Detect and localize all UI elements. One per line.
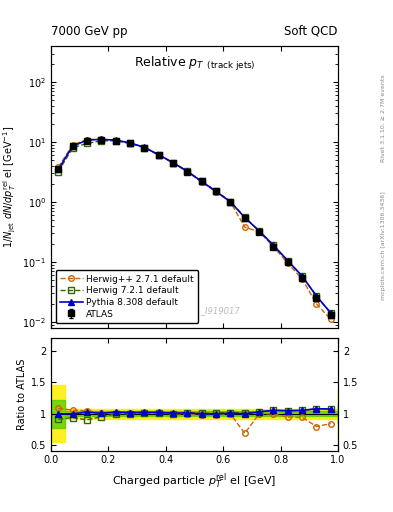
Herwig++ 2.7.1 default [314,301,319,307]
Pythia 8.308 default [314,293,319,299]
Herwig 7.2.1 default [257,228,261,234]
Pythia 8.308 default [214,188,219,195]
Y-axis label: $1/N_\mathrm{jet}\ dN/dp^\mathrm{rel}_T$ el $[\mathrm{GeV}^{-1}]$: $1/N_\mathrm{jet}\ dN/dp^\mathrm{rel}_T$… [2,126,18,248]
Pythia 8.308 default [257,228,261,234]
Herwig 7.2.1 default [128,140,132,146]
Herwig 7.2.1 default [271,242,276,248]
Herwig++ 2.7.1 default [142,144,147,151]
Pythia 8.308 default [242,215,247,221]
Pythia 8.308 default [228,199,233,205]
Herwig++ 2.7.1 default [300,276,305,282]
Herwig++ 2.7.1 default [156,152,161,158]
Herwig++ 2.7.1 default [113,138,118,144]
Herwig++ 2.7.1 default [70,142,75,148]
Pythia 8.308 default [84,137,89,143]
Pythia 8.308 default [185,168,190,175]
Herwig 7.2.1 default [185,168,190,175]
Herwig++ 2.7.1 default [242,224,247,230]
Pythia 8.308 default [285,258,290,264]
Herwig++ 2.7.1 default [214,189,219,195]
Legend: Herwig++ 2.7.1 default, Herwig 7.2.1 default, Pythia 8.308 default, ATLAS: Herwig++ 2.7.1 default, Herwig 7.2.1 def… [55,270,198,323]
Herwig 7.2.1 default [99,138,104,144]
Herwig++ 2.7.1 default [285,260,290,266]
Y-axis label: Ratio to ATLAS: Ratio to ATLAS [17,358,27,430]
Herwig 7.2.1 default [142,144,147,151]
Pythia 8.308 default [70,143,75,150]
Herwig++ 2.7.1 default [128,140,132,146]
Herwig++ 2.7.1 default [84,137,89,143]
Herwig++ 2.7.1 default [228,199,233,205]
Herwig++ 2.7.1 default [185,168,190,175]
Herwig++ 2.7.1 default [99,136,104,142]
Herwig 7.2.1 default [314,293,319,299]
Pythia 8.308 default [99,136,104,142]
Herwig++ 2.7.1 default [56,164,61,170]
Herwig++ 2.7.1 default [271,244,276,250]
Text: Soft QCD: Soft QCD [285,25,338,37]
X-axis label: Charged particle $p^\mathrm{rel}_T$ el [GeV]: Charged particle $p^\mathrm{rel}_T$ el [… [112,471,277,490]
Line: Herwig 7.2.1 default: Herwig 7.2.1 default [55,138,334,316]
Line: Herwig++ 2.7.1 default: Herwig++ 2.7.1 default [55,136,334,322]
Herwig++ 2.7.1 default [171,160,175,166]
Herwig 7.2.1 default [84,140,89,146]
Pythia 8.308 default [56,166,61,173]
Pythia 8.308 default [113,137,118,143]
Herwig 7.2.1 default [228,199,233,205]
Herwig 7.2.1 default [156,152,161,158]
Herwig++ 2.7.1 default [329,316,333,323]
Pythia 8.308 default [128,140,132,146]
Pythia 8.308 default [142,144,147,151]
Herwig++ 2.7.1 default [199,179,204,185]
Herwig 7.2.1 default [329,310,333,316]
Pythia 8.308 default [300,273,305,279]
Herwig 7.2.1 default [70,145,75,151]
Herwig 7.2.1 default [199,178,204,184]
Text: Relative $p_T$ $\mathregular{_{(track\ jets)}}$: Relative $p_T$ $\mathregular{_{(track\ j… [134,55,255,73]
Herwig++ 2.7.1 default [257,228,261,234]
Pythia 8.308 default [199,178,204,184]
Herwig 7.2.1 default [285,258,290,264]
Herwig 7.2.1 default [300,273,305,279]
Pythia 8.308 default [271,242,276,248]
Herwig 7.2.1 default [242,214,247,220]
Herwig 7.2.1 default [214,188,219,194]
Text: 7000 GeV pp: 7000 GeV pp [51,25,128,37]
Herwig 7.2.1 default [113,138,118,144]
Text: Rivet 3.1.10, ≥ 2.7M events: Rivet 3.1.10, ≥ 2.7M events [381,74,386,162]
Pythia 8.308 default [329,310,333,316]
Text: mcplots.cern.ch [arXiv:1306.3436]: mcplots.cern.ch [arXiv:1306.3436] [381,191,386,300]
Pythia 8.308 default [171,160,175,166]
Pythia 8.308 default [156,152,161,158]
Herwig 7.2.1 default [56,168,61,175]
Line: Pythia 8.308 default: Pythia 8.308 default [55,137,334,316]
Herwig 7.2.1 default [171,160,175,166]
Text: ATLAS_2011_I919017: ATLAS_2011_I919017 [149,306,240,315]
